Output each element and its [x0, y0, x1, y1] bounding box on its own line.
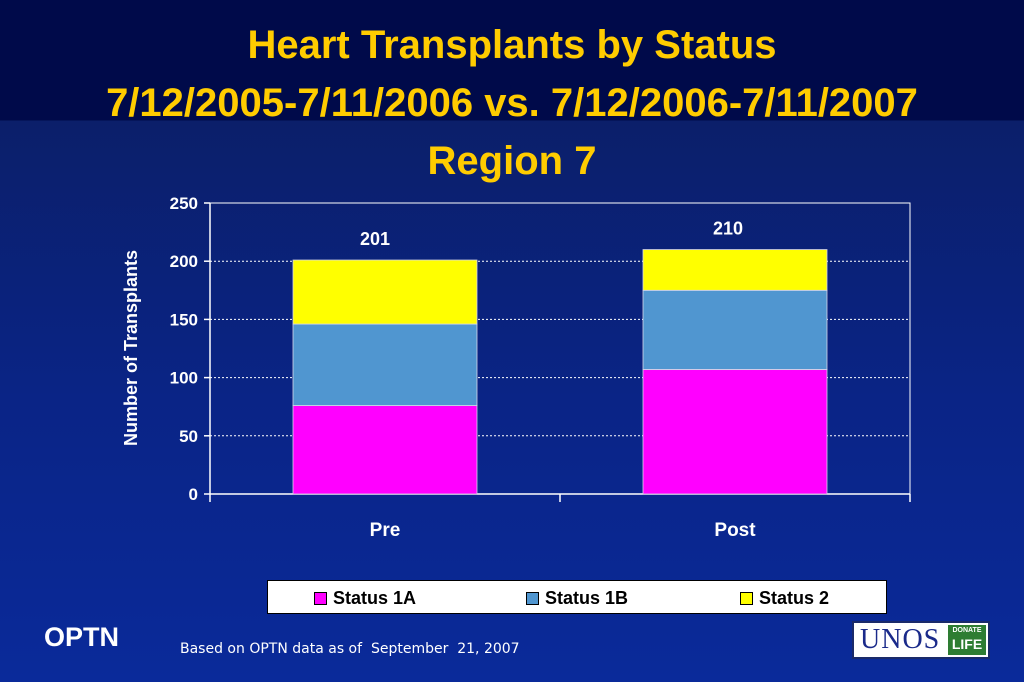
title-line-1: Heart Transplants by Status	[247, 23, 777, 67]
y-tick-label-150: 150	[170, 310, 198, 329]
y-tick-label-0: 0	[189, 485, 198, 504]
y-tick-label-250: 250	[170, 194, 198, 213]
bar-pre-status-2	[292, 259, 478, 325]
legend-item-status-1a: Status 1A	[314, 588, 416, 608]
y-axis-title: Number of Transplants	[121, 250, 141, 446]
total-label-post: 210	[713, 219, 743, 239]
legend-swatch-status-2	[740, 591, 753, 605]
donate-life-badge: DONATE LIFE	[948, 625, 986, 655]
data-source-note: Based on OPTN data as of September 21, 2…	[180, 641, 520, 657]
unos-donate-life-logo: UNOS DONATE LIFE	[852, 621, 990, 659]
title-line-2: 7/12/2005-7/11/2006 vs. 7/12/2006-7/11/2…	[106, 81, 918, 125]
total-label-pre: 201	[360, 229, 390, 249]
title-line-3: Region 7	[427, 139, 597, 183]
chart-title: Heart Transplants by Status 7/12/2005-7/…	[0, 16, 1024, 190]
bar-post-status-1a	[642, 369, 828, 495]
chart-legend: Status 1A Status 1B Status 2	[267, 580, 887, 614]
bar-post-status-2	[642, 249, 828, 291]
bar-post-status-1b	[642, 289, 828, 370]
optn-logo-text: OPTN	[44, 622, 120, 652]
legend-item-status-2: Status 2	[740, 588, 829, 608]
legend-item-status-1b: Status 1B	[526, 588, 628, 608]
legend-swatch-status-1a	[314, 591, 327, 605]
legend-label-status-2: Status 2	[759, 587, 830, 608]
x-category-label-pre: Pre	[370, 520, 401, 541]
y-tick-label-50: 50	[179, 427, 198, 446]
x-category-label-post: Post	[714, 520, 756, 541]
legend-swatch-status-1b	[526, 591, 539, 605]
legend-label-status-1a: Status 1A	[333, 587, 417, 608]
plot-area: 0 50 100 150 200 250 Number of Transplants 201 P…	[121, 194, 911, 541]
bar-pre-status-1b	[292, 323, 478, 406]
bar-pre-status-1a	[292, 405, 478, 495]
unos-logo-text: UNOS	[860, 624, 941, 655]
legend-label-status-1b: Status 1B	[545, 587, 629, 608]
y-tick-label-100: 100	[170, 369, 198, 388]
y-tick-label-200: 200	[170, 252, 198, 271]
